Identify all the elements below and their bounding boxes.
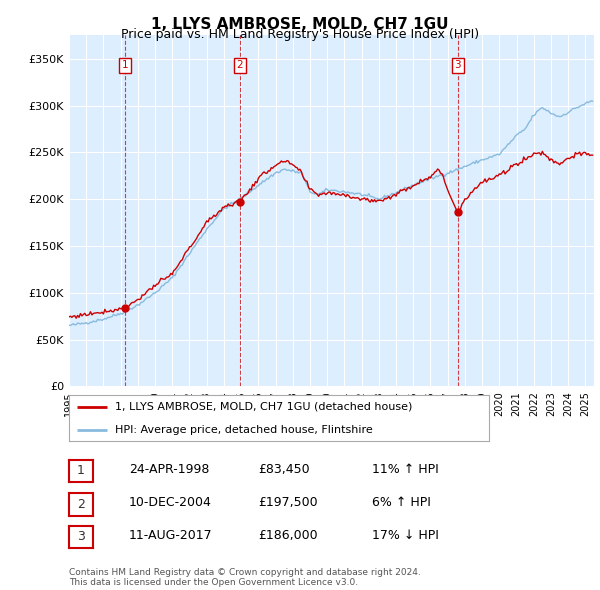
Text: 11-AUG-2017: 11-AUG-2017 — [129, 529, 212, 542]
Text: 1, LLYS AMBROSE, MOLD, CH7 1GU: 1, LLYS AMBROSE, MOLD, CH7 1GU — [151, 17, 449, 31]
Text: 11% ↑ HPI: 11% ↑ HPI — [372, 463, 439, 476]
Text: 1: 1 — [122, 60, 128, 70]
Text: 2: 2 — [236, 60, 243, 70]
Text: 17% ↓ HPI: 17% ↓ HPI — [372, 529, 439, 542]
Text: Contains HM Land Registry data © Crown copyright and database right 2024.
This d: Contains HM Land Registry data © Crown c… — [69, 568, 421, 587]
Text: 24-APR-1998: 24-APR-1998 — [129, 463, 209, 476]
Text: £186,000: £186,000 — [258, 529, 317, 542]
Text: 10-DEC-2004: 10-DEC-2004 — [129, 496, 212, 509]
Text: 1, LLYS AMBROSE, MOLD, CH7 1GU (detached house): 1, LLYS AMBROSE, MOLD, CH7 1GU (detached… — [115, 402, 413, 412]
Text: £197,500: £197,500 — [258, 496, 317, 509]
Text: Price paid vs. HM Land Registry's House Price Index (HPI): Price paid vs. HM Land Registry's House … — [121, 28, 479, 41]
Text: 3: 3 — [454, 60, 461, 70]
Text: 2: 2 — [77, 498, 85, 511]
Text: 1: 1 — [77, 464, 85, 477]
Text: £83,450: £83,450 — [258, 463, 310, 476]
Text: HPI: Average price, detached house, Flintshire: HPI: Average price, detached house, Flin… — [115, 425, 373, 435]
Text: 3: 3 — [77, 530, 85, 543]
Text: 6% ↑ HPI: 6% ↑ HPI — [372, 496, 431, 509]
